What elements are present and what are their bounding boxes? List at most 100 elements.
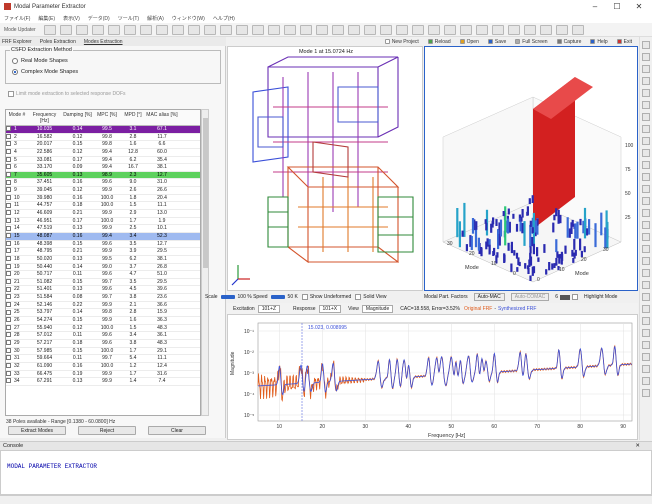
extract-modes-button[interactable]: Extract Modes xyxy=(8,426,66,435)
col-mode[interactable]: Mode # xyxy=(8,112,26,118)
tool-button[interactable] xyxy=(642,245,650,253)
toolbar-button[interactable] xyxy=(107,24,120,35)
row-checkbox[interactable] xyxy=(6,294,11,300)
row-checkbox[interactable] xyxy=(6,202,11,208)
toolbar-button[interactable] xyxy=(539,24,552,35)
console-close-icon[interactable]: ✕ xyxy=(635,443,640,449)
toolbar-button[interactable] xyxy=(571,24,584,35)
toolbar-button[interactable] xyxy=(187,24,200,35)
menu-tools[interactable]: ツール(T) xyxy=(117,15,140,22)
row-checkbox[interactable] xyxy=(6,240,11,246)
table-row[interactable]: 30 57.985 0.15 100.0 1.7 29.1 xyxy=(6,348,200,356)
row-checkbox[interactable] xyxy=(6,141,11,147)
toolbar-button[interactable] xyxy=(411,24,424,35)
command-new-project[interactable]: New Project xyxy=(384,39,419,45)
speed-slider[interactable] xyxy=(270,295,285,299)
menu-help[interactable]: ヘルプ(H) xyxy=(212,15,235,22)
toolbar-button[interactable] xyxy=(523,24,536,35)
toolbar-button[interactable] xyxy=(459,24,472,35)
table-row[interactable]: 28 57.012 0.11 99.6 3.4 36.1 xyxy=(6,332,200,340)
tool-button[interactable] xyxy=(642,149,650,157)
row-checkbox[interactable] xyxy=(6,370,11,376)
excitation-select[interactable]: 101+Z xyxy=(257,304,281,313)
tool-button[interactable] xyxy=(642,341,650,349)
show-undeformed-checkbox[interactable] xyxy=(301,294,308,300)
tool-button[interactable] xyxy=(642,281,650,289)
command-save[interactable]: Save xyxy=(487,39,506,45)
tool-button[interactable] xyxy=(642,329,650,337)
tool-button[interactable] xyxy=(642,137,650,145)
menu-window[interactable]: ウィンドウ(W) xyxy=(171,15,205,22)
table-row[interactable]: 26 54.274 0.15 99.9 1.6 36.3 xyxy=(6,317,200,325)
table-scrollbar[interactable] xyxy=(201,109,209,416)
tool-button[interactable] xyxy=(642,125,650,133)
table-row[interactable]: 21 51.082 0.15 99.7 3.5 29.5 xyxy=(6,279,200,287)
row-checkbox[interactable] xyxy=(6,347,11,353)
table-row[interactable]: 24 52.146 0.22 99.9 2.1 36.6 xyxy=(6,302,200,310)
table-row[interactable]: 8 37.451 0.16 99.6 9.0 31.0 xyxy=(6,179,200,188)
table-row[interactable]: 4 22.586 0.12 99.4 12.8 60.0 xyxy=(6,149,200,157)
response-select[interactable]: 101+X xyxy=(318,304,342,313)
toolbar-button[interactable] xyxy=(299,24,312,35)
row-checkbox[interactable] xyxy=(6,363,11,369)
tool-button[interactable] xyxy=(642,89,650,97)
menu-file[interactable]: ファイル(F) xyxy=(4,15,31,22)
toolbar-button[interactable] xyxy=(427,24,440,35)
toolbar-button[interactable] xyxy=(235,24,248,35)
toolbar-button[interactable] xyxy=(203,24,216,35)
scale-slider[interactable] xyxy=(220,295,235,299)
toolbar-button[interactable] xyxy=(91,24,104,35)
solid-view-checkbox[interactable] xyxy=(355,294,362,300)
toolbar-button[interactable] xyxy=(507,24,520,35)
tool-button[interactable] xyxy=(642,317,650,325)
row-checkbox[interactable] xyxy=(6,217,11,223)
tool-button[interactable] xyxy=(642,389,650,397)
toolbar-button[interactable] xyxy=(347,24,360,35)
tool-button[interactable] xyxy=(642,293,650,301)
scroll-thumb[interactable] xyxy=(203,118,208,268)
table-row[interactable]: 32 61.090 0.16 100.0 1.2 12.4 xyxy=(6,363,200,371)
row-checkbox[interactable] xyxy=(6,317,11,323)
table-row[interactable]: 25 53.797 0.14 99.8 2.8 15.9 xyxy=(6,309,200,318)
tool-button[interactable] xyxy=(642,377,650,385)
row-checkbox[interactable] xyxy=(6,164,11,170)
toolbar-button[interactable] xyxy=(171,24,184,35)
command-exit[interactable]: Exit xyxy=(616,39,632,45)
table-row[interactable]: 12 46.609 0.21 99.9 2.9 13.0 xyxy=(6,210,200,218)
row-checkbox[interactable] xyxy=(6,156,11,162)
col-mpd[interactable]: MPD [°] xyxy=(124,112,142,118)
console-output[interactable]: MODAL PARAMETER EXTRACTOR xyxy=(0,450,652,495)
toolbar-button[interactable] xyxy=(251,24,264,35)
table-row[interactable]: 3 20.017 0.15 99.8 1.6 6.6 xyxy=(6,141,200,149)
toolbar-button[interactable] xyxy=(155,24,168,35)
toolbar-button[interactable] xyxy=(123,24,136,35)
table-row[interactable]: 1 10.035 0.14 99.5 3.1 67.1 xyxy=(6,126,200,134)
command-full-screen[interactable]: Full Screen xyxy=(515,39,548,45)
toolbar-button[interactable] xyxy=(315,24,328,35)
row-checkbox[interactable] xyxy=(6,332,11,338)
row-checkbox[interactable] xyxy=(6,210,11,216)
table-row[interactable]: 13 46.951 0.17 100.0 1.7 1.9 xyxy=(6,218,200,226)
frf-plot[interactable]: 10 20 30 40 50 60 70 80 90 10⁻¹ 10⁻² 10⁻³ 10⁻⁴ 10⁻⁵ … xyxy=(227,314,638,440)
table-row[interactable]: 2 16.582 0.12 99.8 2.8 11.7 xyxy=(6,134,200,142)
tab-frf-explorer[interactable]: FRF Explorer xyxy=(2,38,32,45)
tool-button[interactable] xyxy=(642,209,650,217)
toolbar-button[interactable] xyxy=(379,24,392,35)
mode-shape-view[interactable]: Mode 1 at 15.0724 Hz xyxy=(227,46,423,291)
row-checkbox[interactable] xyxy=(6,194,11,200)
row-checkbox[interactable] xyxy=(6,378,11,384)
maximize-button[interactable]: ☐ xyxy=(613,2,621,11)
toolbar-button[interactable] xyxy=(75,24,88,35)
row-checkbox[interactable] xyxy=(6,225,11,231)
toolbar-button[interactable] xyxy=(331,24,344,35)
col-damping[interactable]: Damping [%] xyxy=(63,112,92,118)
tool-button[interactable] xyxy=(642,257,650,265)
table-row[interactable]: 22 51.401 0.13 99.6 4.5 39.6 xyxy=(6,286,200,295)
limit-dofs-checkbox[interactable]: Limit mode extraction to selected respon… xyxy=(8,91,126,97)
table-row[interactable]: 19 50.440 0.14 99.0 3.7 26.8 xyxy=(6,264,200,272)
row-checkbox[interactable] xyxy=(6,256,11,262)
tool-button[interactable] xyxy=(642,365,650,373)
table-row[interactable]: 23 51.584 0.08 99.7 3.8 23.6 xyxy=(6,294,200,302)
tool-button[interactable] xyxy=(642,221,650,229)
table-row[interactable]: 11 44.757 0.18 100.0 1.5 11.1 xyxy=(6,202,200,211)
